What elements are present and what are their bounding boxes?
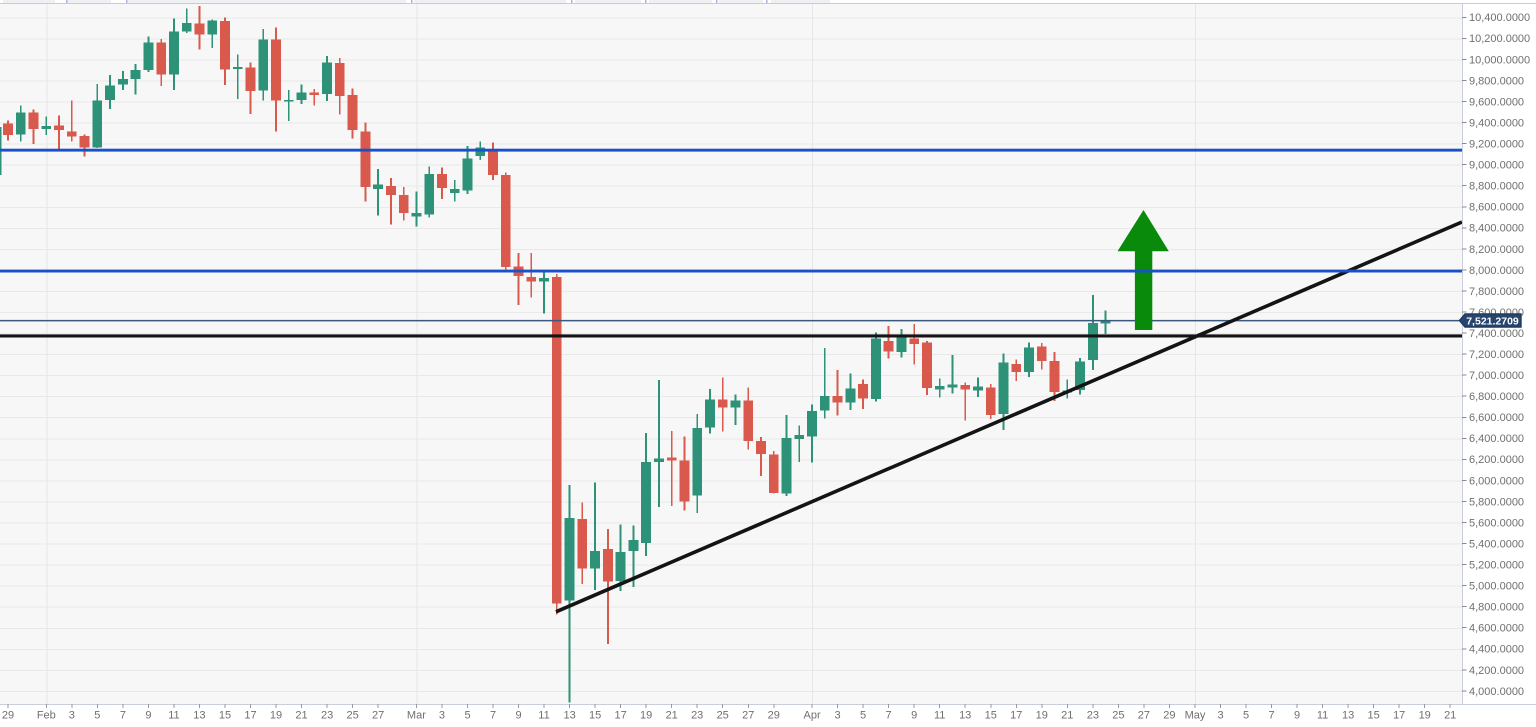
svg-text:3: 3 bbox=[835, 710, 841, 722]
svg-text:21: 21 bbox=[1444, 710, 1456, 722]
svg-text:9: 9 bbox=[515, 710, 521, 722]
svg-text:19: 19 bbox=[270, 710, 282, 722]
svg-text:29: 29 bbox=[768, 710, 780, 722]
svg-text:4,400.0000: 4,400.0000 bbox=[1469, 644, 1524, 656]
svg-text:8,200.0000: 8,200.0000 bbox=[1469, 244, 1524, 256]
svg-text:9,200.0000: 9,200.0000 bbox=[1469, 139, 1524, 151]
svg-text:11: 11 bbox=[1317, 710, 1328, 722]
svg-text:15: 15 bbox=[219, 710, 231, 722]
svg-text:27: 27 bbox=[372, 710, 384, 722]
svg-text:7,800.0000: 7,800.0000 bbox=[1469, 286, 1524, 298]
svg-text:9,800.0000: 9,800.0000 bbox=[1469, 75, 1524, 87]
svg-text:15: 15 bbox=[985, 710, 997, 722]
svg-text:8,000.0000: 8,000.0000 bbox=[1469, 265, 1524, 277]
svg-text:4,000.0000: 4,000.0000 bbox=[1469, 686, 1524, 698]
svg-text:5,800.0000: 5,800.0000 bbox=[1469, 496, 1524, 508]
svg-text:5: 5 bbox=[94, 710, 100, 722]
svg-text:Feb: Feb bbox=[37, 710, 56, 722]
svg-text:13: 13 bbox=[563, 710, 575, 722]
svg-text:23: 23 bbox=[321, 710, 333, 722]
svg-text:7: 7 bbox=[886, 710, 892, 722]
svg-text:5: 5 bbox=[1243, 710, 1249, 722]
svg-text:6,400.0000: 6,400.0000 bbox=[1469, 433, 1524, 445]
svg-text:25: 25 bbox=[1112, 710, 1124, 722]
svg-text:29: 29 bbox=[1163, 710, 1175, 722]
svg-text:17: 17 bbox=[1010, 710, 1022, 722]
svg-text:21: 21 bbox=[1061, 710, 1073, 722]
svg-text:9: 9 bbox=[145, 710, 151, 722]
svg-text:15: 15 bbox=[589, 710, 601, 722]
svg-text:27: 27 bbox=[1138, 710, 1150, 722]
svg-text:17: 17 bbox=[614, 710, 626, 722]
svg-text:8,800.0000: 8,800.0000 bbox=[1469, 181, 1524, 193]
svg-text:9,400.0000: 9,400.0000 bbox=[1469, 118, 1524, 130]
svg-text:Mar: Mar bbox=[407, 710, 426, 722]
svg-text:27: 27 bbox=[742, 710, 754, 722]
svg-text:9,000.0000: 9,000.0000 bbox=[1469, 160, 1524, 172]
svg-text:25: 25 bbox=[717, 710, 729, 722]
svg-text:19: 19 bbox=[1419, 710, 1431, 722]
svg-text:8,600.0000: 8,600.0000 bbox=[1469, 202, 1524, 214]
svg-text:6,600.0000: 6,600.0000 bbox=[1469, 412, 1524, 424]
svg-text:7: 7 bbox=[1268, 710, 1274, 722]
svg-text:7,400.0000: 7,400.0000 bbox=[1469, 328, 1524, 340]
svg-text:5: 5 bbox=[860, 710, 866, 722]
svg-text:5,000.0000: 5,000.0000 bbox=[1469, 581, 1524, 593]
svg-text:6,200.0000: 6,200.0000 bbox=[1469, 454, 1524, 466]
svg-text:9: 9 bbox=[1294, 710, 1300, 722]
svg-text:10,000.0000: 10,000.0000 bbox=[1469, 54, 1530, 66]
svg-text:13: 13 bbox=[193, 710, 205, 722]
svg-text:8,400.0000: 8,400.0000 bbox=[1469, 223, 1524, 235]
svg-text:25: 25 bbox=[346, 710, 358, 722]
svg-text:7: 7 bbox=[490, 710, 496, 722]
svg-text:7: 7 bbox=[120, 710, 126, 722]
svg-text:Apr: Apr bbox=[804, 710, 821, 722]
svg-text:13: 13 bbox=[959, 710, 971, 722]
svg-text:3: 3 bbox=[1217, 710, 1223, 722]
svg-text:11: 11 bbox=[538, 710, 549, 722]
svg-text:9,600.0000: 9,600.0000 bbox=[1469, 96, 1524, 108]
svg-text:17: 17 bbox=[244, 710, 256, 722]
svg-text:3: 3 bbox=[69, 710, 75, 722]
svg-text:5,600.0000: 5,600.0000 bbox=[1469, 517, 1524, 529]
svg-text:6,000.0000: 6,000.0000 bbox=[1469, 475, 1524, 487]
svg-text:7,521.2709: 7,521.2709 bbox=[1466, 315, 1519, 327]
svg-text:3: 3 bbox=[439, 710, 445, 722]
svg-text:15: 15 bbox=[1367, 710, 1379, 722]
svg-text:19: 19 bbox=[1036, 710, 1048, 722]
svg-text:11: 11 bbox=[934, 710, 945, 722]
svg-text:23: 23 bbox=[691, 710, 703, 722]
svg-text:11: 11 bbox=[168, 710, 179, 722]
svg-text:21: 21 bbox=[295, 710, 307, 722]
svg-text:6,800.0000: 6,800.0000 bbox=[1469, 391, 1524, 403]
svg-text:5,200.0000: 5,200.0000 bbox=[1469, 560, 1524, 572]
svg-text:5,400.0000: 5,400.0000 bbox=[1469, 538, 1524, 550]
svg-text:4,200.0000: 4,200.0000 bbox=[1469, 665, 1524, 677]
svg-text:13: 13 bbox=[1342, 710, 1354, 722]
svg-text:23: 23 bbox=[1087, 710, 1099, 722]
svg-text:17: 17 bbox=[1393, 710, 1405, 722]
svg-text:19: 19 bbox=[640, 710, 652, 722]
svg-text:7,200.0000: 7,200.0000 bbox=[1469, 349, 1524, 361]
svg-text:10,400.0000: 10,400.0000 bbox=[1469, 12, 1530, 24]
svg-text:29: 29 bbox=[2, 710, 14, 722]
svg-text:5: 5 bbox=[464, 710, 470, 722]
svg-text:21: 21 bbox=[666, 710, 678, 722]
svg-text:7,000.0000: 7,000.0000 bbox=[1469, 370, 1524, 382]
svg-text:May: May bbox=[1185, 710, 1206, 722]
svg-text:4,600.0000: 4,600.0000 bbox=[1469, 623, 1524, 635]
svg-text:10,200.0000: 10,200.0000 bbox=[1469, 33, 1530, 45]
svg-text:9: 9 bbox=[911, 710, 917, 722]
svg-text:4,800.0000: 4,800.0000 bbox=[1469, 602, 1524, 614]
